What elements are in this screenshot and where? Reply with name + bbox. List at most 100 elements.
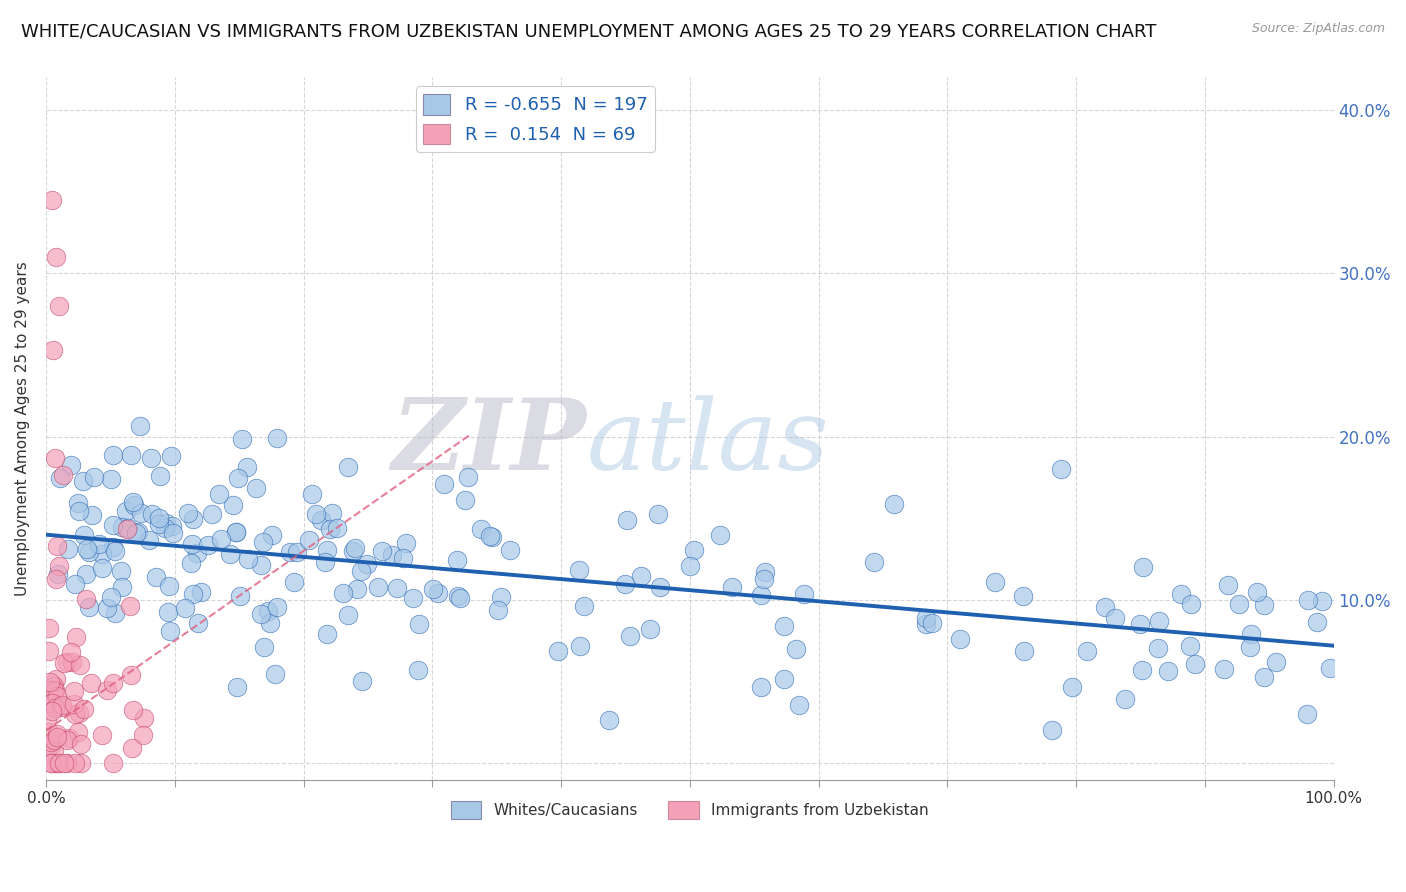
- Point: [336, 459, 359, 474]
- Legend: Whites/Caucasians, Immigrants from Uzbekistan: Whites/Caucasians, Immigrants from Uzbek…: [444, 795, 935, 824]
- Point: [1310, 594, 1333, 608]
- Point: [127, 524, 149, 539]
- Point: [52, 656, 75, 670]
- Point: [301, 487, 323, 501]
- Point: [38, 621, 60, 635]
- Point: [613, 577, 636, 591]
- Point: [75, 591, 97, 606]
- Point: [60, 458, 83, 473]
- Point: [101, 517, 124, 532]
- Point: [118, 599, 141, 613]
- Point: [91, 547, 114, 561]
- Point: [69, 737, 91, 751]
- Point: [39, 738, 62, 752]
- Point: [385, 581, 408, 595]
- Point: [41, 343, 63, 357]
- Point: [245, 481, 267, 495]
- Point: [1180, 597, 1202, 611]
- Point: [1130, 663, 1153, 677]
- Point: [58, 731, 80, 745]
- Point: [598, 713, 620, 727]
- Point: [44, 684, 66, 698]
- Point: [346, 582, 368, 596]
- Point: [132, 728, 155, 742]
- Point: [149, 468, 172, 483]
- Point: [49, 700, 72, 714]
- Point: [481, 530, 503, 544]
- Point: [46, 731, 69, 745]
- Point: [120, 668, 142, 682]
- Point: [709, 528, 731, 542]
- Point: [1012, 644, 1035, 658]
- Point: [67, 504, 90, 518]
- Point: [1296, 593, 1319, 607]
- Point: [1319, 661, 1341, 675]
- Point: [305, 507, 328, 521]
- Point: [148, 510, 170, 524]
- Point: [83, 470, 105, 484]
- Point: [914, 611, 936, 625]
- Point: [115, 504, 138, 518]
- Point: [103, 540, 125, 554]
- Point: [52, 468, 75, 483]
- Point: [280, 545, 302, 559]
- Point: [122, 495, 145, 509]
- Point: [91, 728, 114, 742]
- Point: [44, 743, 66, 757]
- Point: [222, 498, 245, 512]
- Point: [103, 448, 125, 462]
- Point: [110, 564, 132, 578]
- Point: [391, 551, 413, 566]
- Point: [447, 589, 470, 603]
- Point: [309, 512, 332, 526]
- Point: [145, 570, 167, 584]
- Text: atlas: atlas: [586, 395, 830, 491]
- Point: [478, 529, 501, 543]
- Point: [1184, 657, 1206, 672]
- Point: [569, 640, 592, 654]
- Point: [326, 521, 349, 535]
- Point: [250, 558, 273, 572]
- Point: [181, 512, 204, 526]
- Point: [55, 732, 77, 747]
- Point: [752, 572, 775, 586]
- Point: [1132, 560, 1154, 574]
- Point: [336, 607, 359, 622]
- Point: [315, 627, 337, 641]
- Point: [77, 545, 100, 559]
- Point: [48, 299, 70, 313]
- Point: [41, 756, 63, 771]
- Point: [37, 712, 59, 726]
- Point: [38, 643, 60, 657]
- Point: [257, 604, 280, 618]
- Point: [48, 559, 70, 574]
- Point: [58, 542, 80, 557]
- Point: [422, 582, 444, 597]
- Point: [1040, 723, 1063, 738]
- Point: [446, 552, 468, 566]
- Point: [915, 616, 938, 631]
- Point: [1296, 707, 1319, 722]
- Point: [65, 630, 87, 644]
- Point: [111, 519, 134, 533]
- Point: [568, 562, 591, 576]
- Point: [63, 706, 86, 721]
- Point: [749, 588, 772, 602]
- Point: [125, 525, 148, 540]
- Point: [785, 641, 807, 656]
- Point: [41, 696, 63, 710]
- Point: [60, 655, 83, 669]
- Point: [44, 682, 66, 697]
- Point: [73, 528, 96, 542]
- Point: [1157, 664, 1180, 678]
- Point: [356, 558, 378, 572]
- Point: [238, 552, 260, 566]
- Text: WHITE/CAUCASIAN VS IMMIGRANTS FROM UZBEKISTAN UNEMPLOYMENT AMONG AGES 25 TO 29 Y: WHITE/CAUCASIAN VS IMMIGRANTS FROM UZBEK…: [21, 22, 1157, 40]
- Point: [129, 418, 152, 433]
- Point: [236, 460, 259, 475]
- Point: [122, 499, 145, 513]
- Point: [1305, 615, 1327, 629]
- Point: [177, 506, 200, 520]
- Point: [96, 683, 118, 698]
- Point: [225, 525, 247, 540]
